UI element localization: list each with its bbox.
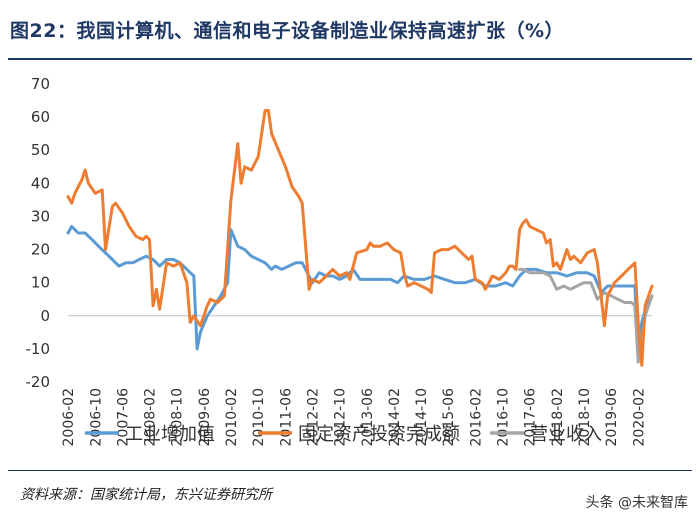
y-tick-label: -10 (26, 340, 51, 358)
y-tick-label: 40 (31, 174, 50, 192)
x-tick-label: 2018-02 (550, 388, 566, 447)
y-tick-label: 70 (31, 75, 50, 93)
x-tick-label: 2016-02 (468, 388, 484, 447)
x-tick-label: 2007-06 (115, 388, 131, 447)
x-tick-label: 2014-10 (414, 388, 430, 447)
line-chart: -20 -10 0 10 20 30 40 50 60 70 2006-02 2006-10 2007… (26, 75, 654, 447)
legend-label: 工业增加值 (125, 424, 215, 445)
watermark: 头条 @未来智库 (585, 495, 688, 511)
x-tick-label: 2019-06 (604, 388, 620, 447)
x-tick-label: 2020-02 (631, 388, 647, 447)
x-tick-label: 2017-06 (523, 388, 539, 447)
x-tick-label: 2018-10 (577, 388, 593, 447)
y-axis: -20 -10 0 10 20 30 40 50 60 70 (26, 75, 51, 391)
x-tick-label: 2010-02 (224, 388, 240, 447)
x-tick-label: 2012-02 (305, 388, 321, 447)
y-tick-label: 20 (31, 241, 50, 259)
x-tick-label: 2014-02 (387, 388, 403, 447)
legend-label: 营业收入 (530, 424, 602, 445)
series-group (66, 109, 654, 367)
series-line-3 (518, 267, 654, 364)
x-tick-label: 2011-06 (278, 388, 294, 447)
x-tick-label: 2012-10 (333, 388, 349, 447)
y-tick-label: -20 (26, 373, 51, 391)
x-tick-label: 2006-02 (61, 388, 77, 447)
y-tick-label: 60 (31, 108, 50, 126)
y-tick-label: 50 (31, 141, 50, 159)
x-tick-label: 2013-06 (360, 388, 376, 447)
y-tick-label: 30 (31, 207, 50, 225)
x-tick-label: 2010-10 (251, 388, 267, 447)
x-tick-label: 2015-06 (441, 388, 457, 447)
footer-divider (8, 470, 692, 471)
x-tick-label: 2008-02 (143, 388, 159, 447)
series-line-2 (66, 109, 654, 367)
page-title: 图22：我国计算机、通信和电子设备制造业保持高速扩张（%） (10, 20, 564, 42)
x-tick-label: 2016-10 (496, 388, 512, 447)
y-tick-label: 10 (31, 274, 50, 292)
x-tick-label: 2006-10 (88, 388, 104, 447)
legend-label: 固定资产投资完成额 (298, 424, 460, 445)
legend: 工业增加值 固定资产投资完成额 营业收入 (85, 424, 602, 445)
x-tick-label: 2008-10 (170, 388, 186, 447)
title-divider (8, 58, 692, 60)
y-tick-label: 0 (40, 307, 50, 325)
x-tick-label: 2009-06 (197, 388, 213, 447)
source-note: 资料来源：国家统计局，东兴证券研究所 (20, 487, 272, 503)
